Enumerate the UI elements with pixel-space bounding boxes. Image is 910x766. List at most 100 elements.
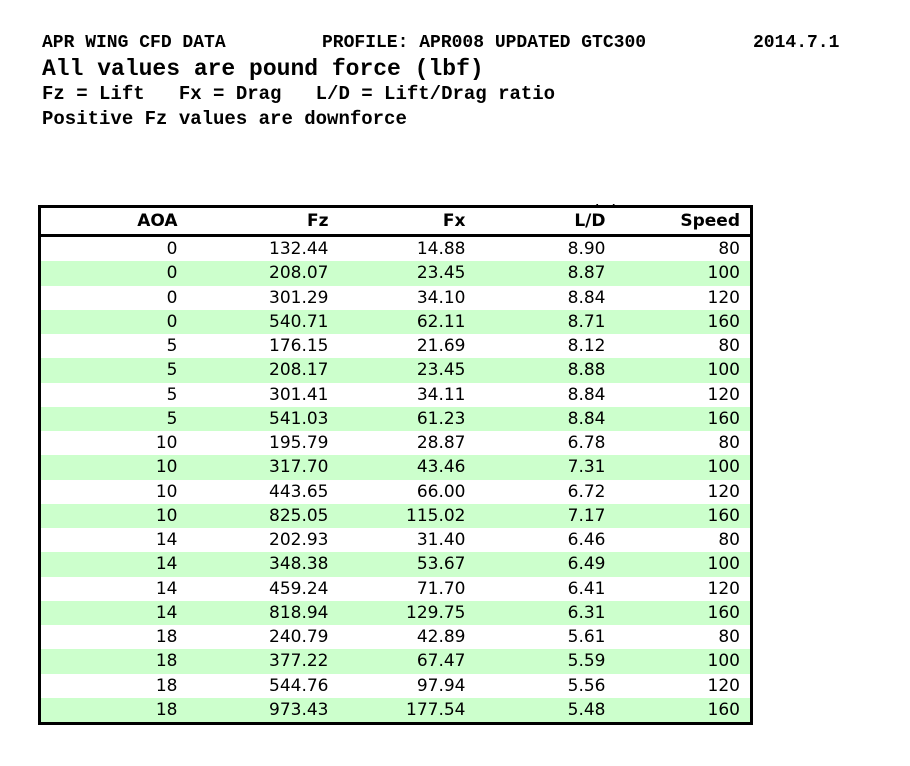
cell-fx: 34.10 (416, 287, 466, 308)
cell-fz: 208.17 (269, 360, 329, 381)
cell-fz: 317.70 (269, 457, 329, 478)
cell-ld: 6.78 (567, 433, 606, 454)
cell-fx: 67.47 (416, 651, 466, 672)
cell-fz: 544.76 (269, 675, 329, 696)
cell-speed: 160 (707, 408, 740, 429)
cell-aoa: 14 (155, 554, 178, 575)
cell-fx: 129.75 (406, 602, 466, 623)
doc-profile: PROFILE: APR008 UPDATED GTC300 (322, 33, 647, 53)
cell-aoa: 5 (166, 336, 178, 357)
cell-fz: 301.29 (269, 287, 329, 308)
cell-fx: 71.70 (416, 578, 466, 599)
table-row: 18 377.22 67.47 5.59 100 (39, 649, 752, 674)
cell-ld: 5.61 (567, 627, 606, 648)
table-row: 14 348.38 53.67 6.49 100 (39, 552, 752, 577)
cell-fz: 377.22 (269, 651, 329, 672)
cell-fx: 23.45 (416, 263, 466, 284)
cell-aoa: 5 (166, 384, 178, 405)
doc-subtitle: All values are pound force (lbf) (42, 56, 484, 82)
cell-aoa: 10 (155, 481, 178, 502)
cell-fz: 818.94 (269, 602, 329, 623)
cell-fx: 53.67 (416, 554, 466, 575)
cell-fz: 973.43 (269, 699, 329, 720)
cell-speed: 120 (707, 578, 740, 599)
cell-speed: 100 (707, 651, 740, 672)
cell-speed: 120 (707, 675, 740, 696)
table-row: 14 818.94 129.75 6.31 160 (39, 600, 752, 625)
table-row: 5 541.03 61.23 8.84 160 (39, 406, 752, 431)
cell-fx: 21.69 (416, 336, 466, 357)
cell-fx: 43.46 (416, 457, 466, 478)
cfd-table-body: 0 132.44 14.88 8.90 80 0 208.07 23.45 8.87 100 0 30… (39, 235, 752, 724)
cell-fz: 240.79 (269, 627, 329, 648)
cell-ld: 5.56 (567, 675, 606, 696)
cell-ld: 8.84 (567, 287, 606, 308)
cell-aoa: 0 (166, 287, 178, 308)
cell-fx: 31.40 (416, 530, 466, 551)
table-row: 14 459.24 71.70 6.41 120 (39, 576, 752, 601)
cell-ld: 6.31 (567, 602, 606, 623)
cell-aoa: 5 (166, 408, 178, 429)
cell-speed: 160 (707, 505, 740, 526)
cell-ld: 6.46 (567, 530, 606, 551)
cell-ld: 8.12 (567, 336, 606, 357)
cell-fx: 97.94 (416, 675, 466, 696)
cell-ld: 8.90 (567, 239, 606, 260)
cell-ld: 8.84 (567, 384, 606, 405)
cell-speed: 100 (707, 360, 740, 381)
table-row: 14 202.93 31.40 6.46 80 (39, 528, 752, 553)
cell-fx: 66.00 (416, 481, 466, 502)
column-header-speed: Speed (615, 206, 752, 237)
column-header-ld: L/D (475, 206, 616, 237)
cell-ld: 5.59 (567, 651, 606, 672)
table-row: 18 544.76 97.94 5.56 120 (39, 673, 752, 698)
cfd-data-table: AOA Fz Fx L/D Speed 0 132.44 14.88 8.90 80 0 2… (38, 205, 753, 725)
table-row: 0 208.07 23.45 8.87 100 (39, 261, 752, 286)
cell-speed: 120 (707, 481, 740, 502)
table-row: 5 176.15 21.69 8.12 80 (39, 334, 752, 359)
cell-aoa: 14 (155, 602, 178, 623)
doc-note: Positive Fz values are downforce (42, 108, 407, 130)
cell-fz: 540.71 (269, 311, 329, 332)
table-row: 10 825.05 115.02 7.17 160 (39, 503, 752, 528)
cell-aoa: 18 (155, 675, 178, 696)
cell-fz: 132.44 (269, 239, 329, 260)
cell-aoa: 0 (166, 311, 178, 332)
column-header-fz: Fz (187, 206, 339, 237)
cell-speed: 100 (707, 263, 740, 284)
cell-aoa: 18 (155, 699, 178, 720)
cell-speed: 100 (707, 554, 740, 575)
cell-speed: 80 (718, 530, 740, 551)
cell-fx: 42.89 (416, 627, 466, 648)
cell-ld: 8.71 (567, 311, 606, 332)
cell-fz: 202.93 (269, 530, 329, 551)
cell-fz: 301.41 (269, 384, 329, 405)
cell-fx: 62.11 (416, 311, 466, 332)
table-row: 10 195.79 28.87 6.78 80 (39, 431, 752, 456)
cell-fx: 61.23 (416, 408, 466, 429)
cell-aoa: 0 (166, 239, 178, 260)
column-header-aoa: AOA (39, 206, 188, 237)
cell-ld: 5.48 (567, 699, 606, 720)
table-row: 5 208.17 23.45 8.88 100 (39, 358, 752, 383)
cell-ld: 6.49 (567, 554, 606, 575)
cell-fz: 459.24 (269, 578, 329, 599)
table-row: 5 301.41 34.11 8.84 120 (39, 382, 752, 407)
cell-aoa: 0 (166, 263, 178, 284)
cell-fz: 195.79 (269, 433, 329, 454)
cell-ld: 8.87 (567, 263, 606, 284)
cell-aoa: 10 (155, 433, 178, 454)
column-header-fx: Fx (338, 206, 476, 237)
table-row: 10 317.70 43.46 7.31 100 (39, 455, 752, 480)
cell-fz: 348.38 (269, 554, 329, 575)
cell-fz: 443.65 (269, 481, 329, 502)
cell-aoa: 10 (155, 457, 178, 478)
cell-aoa: 18 (155, 627, 178, 648)
cell-ld: 8.84 (567, 408, 606, 429)
cell-ld: 6.41 (567, 578, 606, 599)
cell-fx: 34.11 (416, 384, 466, 405)
doc-date: 2014.7.1 (753, 33, 840, 53)
cell-speed: 80 (718, 239, 740, 260)
table-row: 18 973.43 177.54 5.48 160 (39, 697, 752, 724)
table-header-row: AOA Fz Fx L/D Speed (39, 206, 752, 237)
